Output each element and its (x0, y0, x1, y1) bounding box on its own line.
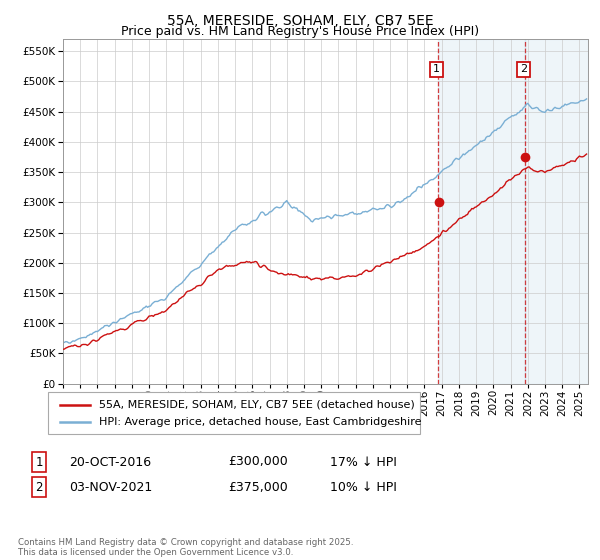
Bar (525, 39, 588, 384)
Text: Contains HM Land Registry data © Crown copyright and database right 2025.
This d: Contains HM Land Registry data © Crown c… (18, 538, 353, 557)
Text: Price paid vs. HM Land Registry's House Price Index (HPI): Price paid vs. HM Land Registry's House … (121, 25, 479, 38)
Bar (438, 39, 525, 384)
Text: 20-OCT-2016: 20-OCT-2016 (69, 455, 151, 469)
Text: £375,000: £375,000 (228, 480, 288, 494)
Text: 1: 1 (35, 455, 43, 469)
Text: 17% ↓ HPI: 17% ↓ HPI (330, 455, 397, 469)
Text: HPI: Average price, detached house, East Cambridgeshire: HPI: Average price, detached house, East… (99, 417, 421, 427)
Text: 03-NOV-2021: 03-NOV-2021 (69, 480, 152, 494)
Text: 55A, MERESIDE, SOHAM, ELY, CB7 5EE (detached house): 55A, MERESIDE, SOHAM, ELY, CB7 5EE (deta… (99, 400, 415, 409)
Text: 10% ↓ HPI: 10% ↓ HPI (330, 480, 397, 494)
Text: 1: 1 (433, 64, 440, 74)
Text: 2: 2 (35, 480, 43, 494)
Text: £300,000: £300,000 (228, 455, 288, 469)
Text: 2: 2 (520, 64, 527, 74)
Text: 55A, MERESIDE, SOHAM, ELY, CB7 5EE: 55A, MERESIDE, SOHAM, ELY, CB7 5EE (167, 14, 433, 28)
